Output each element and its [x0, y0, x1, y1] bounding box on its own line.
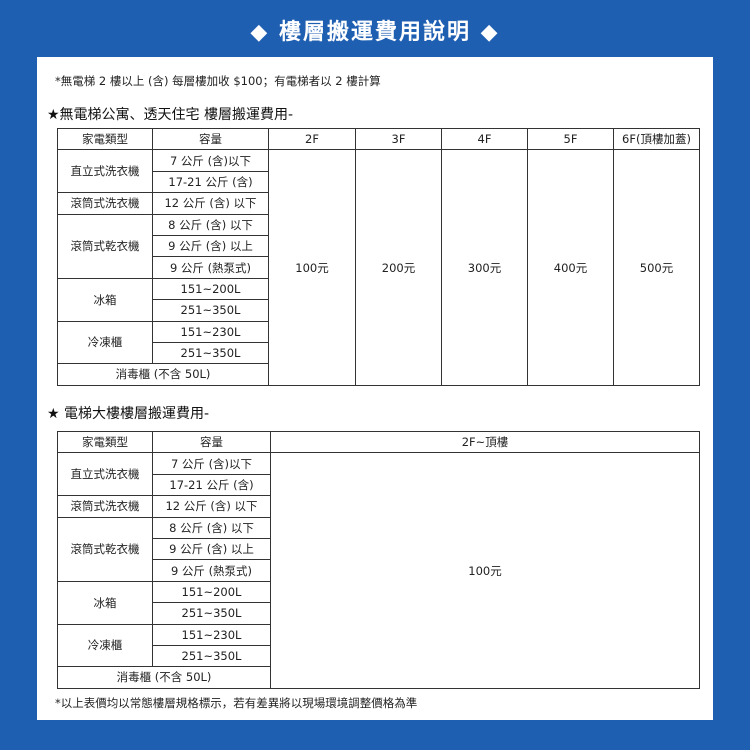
appliance-type: 滾筒式洗衣機 [57, 192, 153, 215]
note: *無電梯 2 樓以上 (含) 每層樓加收 $100；有電梯者以 2 樓計算 [55, 74, 381, 88]
header-cell: 容量 [152, 127, 269, 151]
capacity: 151~200L [152, 580, 271, 604]
capacity: 17-21 公斤 (含) [152, 170, 269, 194]
header-row: 家電類型 容量 2F~頂樓 [57, 430, 700, 454]
data-row: 消毒櫃 (不含 50L) [57, 363, 700, 386]
section-heading: ★ 電梯大樓樓層搬運費用- [47, 406, 210, 422]
header-row: 家電類型 容量 2F 3F 4F 5F 6F(頂樓加蓋) [57, 127, 700, 151]
footer-note: *以上表價均以常態樓層規格標示，若有差異將以現場環境調整價格為準 [55, 696, 418, 710]
capacity: 9 公斤 (含) 以上 [152, 537, 271, 561]
appliance-type: 滾筒式乾衣機 [57, 213, 153, 279]
appliance-type: 冰箱 [57, 277, 153, 322]
appliance-type: 直立式洗衣機 [57, 149, 153, 194]
capacity: 251~350L [152, 341, 269, 365]
price: 100元 [270, 452, 700, 689]
data-row: 滾筒式洗衣機 12 公斤 (含) 以下 [57, 495, 700, 518]
data-row: 9 公斤 (含) 以上 [58, 234, 700, 258]
data-row: 直立式洗衣機 7 公斤 (含)以下 100元 [57, 452, 700, 689]
data-row: 251~350L [58, 341, 700, 365]
data-row: 251~350L [58, 644, 700, 668]
appliance-type: 消毒櫃 (不含 50L) [57, 363, 269, 386]
data-row: 滾筒式乾衣機 8 公斤 (含) 以下 [57, 516, 700, 582]
capacity: 251~350L [152, 644, 271, 668]
header-cell: 3F [355, 127, 442, 151]
section-heading: ★無電梯公寓、透天住宅 樓層搬運費用- [47, 107, 294, 123]
header-cell: 家電類型 [57, 430, 153, 454]
capacity: 9 公斤 (熱泵式) [152, 256, 269, 279]
appliance-type: 滾筒式洗衣機 [57, 495, 153, 518]
price-table: 家電類型 容量 2F~頂樓 直立式洗衣機 7 公斤 (含)以下 100元 17-21 公斤 … [57, 430, 700, 689]
title: ◆ 樓層搬運費用說明 ◆ [250, 20, 500, 45]
data-row: 冰箱 151~200L [57, 580, 700, 625]
data-row: 滾筒式乾衣機 8 公斤 (含) 以下 [57, 213, 700, 279]
capacity: 8 公斤 (含) 以下 [152, 213, 269, 236]
capacity: 7 公斤 (含)以下 [152, 149, 269, 172]
price: 200元 [355, 149, 442, 386]
capacity: 151~200L [152, 277, 269, 301]
data-row: 消毒櫃 (不含 50L) [57, 666, 700, 689]
appliance-type: 冰箱 [57, 580, 153, 625]
appliance-type: 冷凍櫃 [57, 623, 153, 668]
data-row: 251~350L [58, 299, 700, 322]
price: 300元 [441, 149, 528, 386]
capacity: 251~350L [152, 299, 269, 322]
header-cell: 6F(頂樓加蓋) [613, 127, 700, 151]
capacity: 9 公斤 (熱泵式) [152, 559, 271, 582]
data-row: 251~350L [58, 602, 700, 625]
header-cell: 2F [268, 127, 356, 151]
header-cell: 4F [441, 127, 528, 151]
appliance-type: 直立式洗衣機 [57, 452, 153, 497]
capacity: 151~230L [152, 320, 269, 343]
table-body: 家電類型 容量 2F~頂樓 直立式洗衣機 7 公斤 (含)以下 100元 17-21 公斤 … [57, 430, 700, 689]
capacity: 7 公斤 (含)以下 [152, 452, 271, 475]
price-table: 家電類型 容量 2F 3F 4F 5F 6F(頂樓加蓋) 直立式洗衣機 7 公斤 (含)以下 10… [57, 127, 700, 386]
header-cell: 2F~頂樓 [270, 430, 700, 454]
price: 500元 [613, 149, 700, 386]
data-row: 直立式洗衣機 7 公斤 (含)以下 100元 200元 300元 400元 500元 [57, 149, 700, 386]
capacity: 251~350L [152, 602, 271, 625]
price: 100元 [268, 149, 356, 386]
price: 400元 [527, 149, 614, 386]
data-row: 9 公斤 (熱泵式) [58, 559, 700, 582]
header-cell: 家電類型 [57, 127, 153, 151]
appliance-type: 冷凍櫃 [57, 320, 153, 365]
panel: *無電梯 2 樓以上 (含) 每層樓加收 $100；有電梯者以 2 樓計算 ★無… [37, 57, 713, 720]
capacity: 12 公斤 (含) 以下 [152, 192, 269, 215]
header-cell: 容量 [152, 430, 271, 454]
capacity: 17-21 公斤 (含) [152, 473, 271, 497]
appliance-type: 滾筒式乾衣機 [57, 516, 153, 582]
capacity: 151~230L [152, 623, 271, 646]
capacity: 8 公斤 (含) 以下 [152, 516, 271, 539]
table-body: 家電類型 容量 2F 3F 4F 5F 6F(頂樓加蓋) 直立式洗衣機 7 公斤 (含)以下 10… [57, 127, 700, 386]
capacity: 12 公斤 (含) 以下 [152, 495, 271, 518]
header-cell: 5F [527, 127, 614, 151]
capacity: 9 公斤 (含) 以上 [152, 234, 269, 258]
appliance-type: 消毒櫃 (不含 50L) [57, 666, 271, 689]
